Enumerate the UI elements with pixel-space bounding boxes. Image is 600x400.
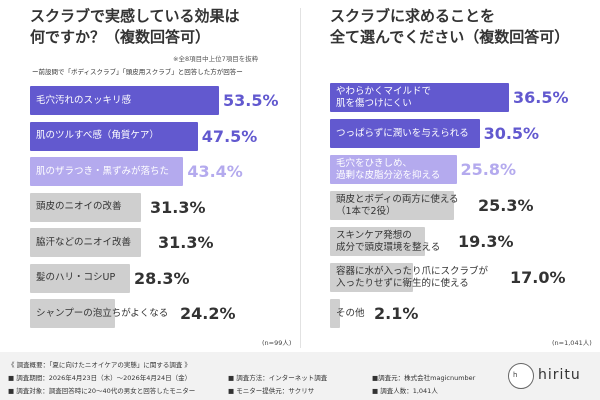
bar-label-line: 脇汗などのニオイ改善 — [36, 236, 132, 248]
bar-label-line: やわらかくマイルドで — [336, 86, 432, 97]
bar-label-1: 毛穴汚れのスッキリ感 — [36, 86, 131, 115]
bar-value-2: 47.5% — [201, 126, 258, 146]
bar-label-line: 肌を傷つけにくい — [336, 97, 412, 109]
footer-period: ■ 調査期間：2026年4月23日（木）〜2026年4月24日（金） — [8, 374, 192, 382]
left-chart-note: ※全8項目中上位7項目を抜粋 — [173, 55, 259, 63]
bar-label-line: 毛穴汚れのスッキリ感 — [36, 94, 132, 106]
bar-2 — [330, 119, 480, 148]
bar-7 — [30, 299, 116, 328]
bar-value-3: 43.4% — [187, 162, 243, 181]
bar-label-6: 容器に水が入ったり爪にスクラブが 入ったりせずに衛生的に使える — [336, 263, 488, 292]
bar-label-line: 頭皮とボディの両方に使える — [336, 194, 459, 205]
bar-label-line: （1本で2役） — [336, 205, 396, 217]
bar-3 — [330, 155, 457, 184]
bar-label-line: 肌のツルすべ感（角質ケア） — [36, 130, 159, 142]
bar-2 — [30, 121, 198, 151]
bar-label-2: 肌のツルすべ感（角質ケア） — [36, 122, 159, 151]
bar-value-3: 25.8% — [460, 160, 517, 179]
bar-value-1: 53.5% — [223, 91, 279, 110]
bar-label-line: 毛穴をひきしめ、 — [336, 158, 413, 169]
bar-label-3: 毛穴をひきしめ、 過剰な皮脂分泌を抑える — [336, 155, 440, 184]
bar-value-1: 36.5% — [513, 88, 569, 107]
bar-label-line: シャンプーの泡立ちがよくなる — [36, 307, 169, 319]
bar-label-line: 入ったりせずに衛生的に使える — [336, 277, 469, 289]
right-title-line-2: 全て選んでください（複数回答可） — [330, 28, 570, 46]
left-chart-n-label: (n=99人) — [262, 339, 292, 347]
brand-logo-icon — [508, 363, 534, 389]
bar-label-line: スキンケア発想の — [336, 230, 412, 241]
footer-method: ■ 調査方法：インターネット調査 — [228, 374, 328, 382]
bar-label-4: 頭皮のニオイの改善 — [36, 193, 122, 222]
bar-value-7: 2.1% — [374, 304, 419, 323]
bar-label-line: つっぱらずに潤いを与えられる — [336, 127, 469, 139]
bar-1 — [330, 83, 509, 112]
bar-6 — [330, 263, 414, 292]
left-chart-prenote: ー前設問で「ボディスクラブ」「頭皮用スクラブ」と回答した方が回答ー — [32, 68, 243, 76]
bar-label-line: 容器に水が入ったり爪にスクラブが — [336, 266, 489, 277]
bar-label-2: つっぱらずに潤いを与えられる — [336, 119, 469, 148]
bar-label-5: スキンケア発想の 成分で頭皮環境を整える — [336, 227, 440, 256]
footer-provider: ■ モニター提供元：サクリサ — [228, 387, 315, 395]
bar-label-line: その他 — [336, 307, 365, 319]
right-chart-panel: スクラブに求めることを 全て選んでください（複数回答可） やわらかくマイルドで肌… — [300, 0, 600, 350]
bar-value-4: 31.3% — [150, 197, 206, 217]
bar-label-line: 髪のハリ・コシUP — [36, 272, 116, 284]
bar-label-1: やわらかくマイルドで 肌を傷つけにくい — [336, 83, 431, 112]
bar-label-7: シャンプーの泡立ちがよくなる — [36, 299, 168, 328]
bar-label-line: 成分で頭皮環境を整える — [336, 241, 441, 253]
right-title-line-1: スクラブに求めることを — [330, 7, 496, 25]
bar-5 — [330, 227, 425, 256]
footer-survey-title: 《 調査概要：「夏に向けたニオイケアの実態」に関する調査 》 — [8, 361, 191, 369]
bar-value-5: 31.3% — [158, 233, 214, 252]
bar-label-4: 頭皮とボディの両方に使える （1本で2役） — [336, 191, 459, 220]
bar-value-2: 30.5% — [483, 124, 540, 143]
left-chart-panel: スクラブで実感している効果は 何ですか？（複数回答可） ※全8項目中上位7項目を… — [0, 0, 300, 350]
bar-value-5: 19.3% — [458, 232, 514, 251]
bar-label-7: その他 — [336, 299, 365, 328]
panel-divider — [300, 8, 301, 348]
bar-6 — [30, 263, 130, 293]
footer-people: ■ 調査人数：1,041人 — [372, 387, 438, 395]
right-chart-n-label: (n=1,041人) — [552, 339, 592, 347]
footer-org: ■調査元：株式会社magicnumber — [372, 374, 476, 382]
left-chart-bars: 毛穴汚れのスッキリ感 53.5% 肌のツルすべ感（角質ケア） 47.5% 肌のザラつき・… — [0, 0, 300, 350]
brand-name: hiritu — [538, 367, 581, 383]
right-chart-title: スクラブに求めることを 全て選んでください（複数回答可） — [330, 6, 590, 48]
bar-label-3: 肌のザラつき・黒ずみが落ちた — [36, 157, 169, 186]
left-chart-title: スクラブで実感している効果は 何ですか？（複数回答可） — [30, 6, 290, 48]
brand-logo-letter: h — [513, 371, 518, 379]
bar-7 — [330, 299, 341, 328]
footer-target: ■ 調査対象：調査回答時に20〜40代の男女と回答したモニター — [8, 387, 196, 395]
left-title-line-2: 何ですか？（複数回答可） — [30, 28, 211, 46]
bar-label-5: 脇汗などのニオイ改善 — [36, 228, 131, 257]
bar-label-line: 過剰な皮脂分泌を抑える — [336, 169, 441, 181]
bar-value-4: 25.3% — [478, 196, 534, 215]
survey-footer: 《 調査概要：「夏に向けたニオイケアの実態」に関する調査 》 ■ 調査期間：20… — [0, 352, 600, 400]
bar-4 — [330, 191, 455, 220]
left-title-line-1: スクラブで実感している効果は — [30, 7, 240, 25]
bar-value-7: 24.2% — [180, 304, 236, 323]
bar-5 — [30, 228, 141, 257]
right-chart-bars: やわらかくマイルドで 肌を傷つけにくい 36.5% つっぱらずに潤いを与えられる 30.… — [300, 0, 600, 350]
bar-value-6: 28.3% — [133, 268, 190, 288]
bar-label-6: 髪のハリ・コシUP — [36, 264, 115, 293]
bar-label-line: 肌のザラつき・黒ずみが落ちた — [36, 165, 170, 177]
bar-3 — [30, 157, 184, 186]
bar-1 — [30, 86, 219, 115]
bar-label-line: 頭皮のニオイの改善 — [36, 201, 122, 213]
bar-4 — [30, 192, 141, 222]
bar-value-6: 17.0% — [510, 268, 566, 287]
